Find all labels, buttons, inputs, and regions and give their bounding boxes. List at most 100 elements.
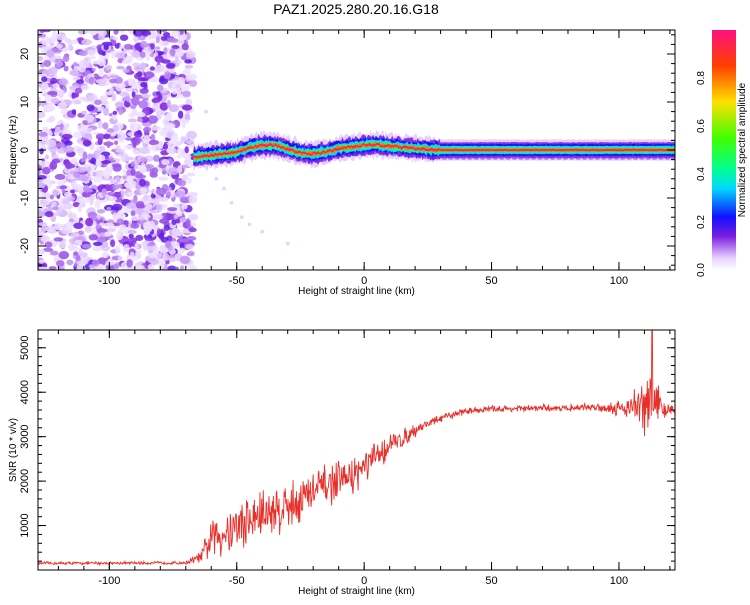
noise-speckle xyxy=(42,247,54,252)
noise-speckle xyxy=(41,76,48,82)
noise-speckle xyxy=(101,251,109,259)
noise-speckle xyxy=(130,215,140,221)
noise-speckle xyxy=(128,79,134,87)
noise-speckle xyxy=(80,84,90,91)
noise-speckle xyxy=(116,218,125,225)
noise-speckle xyxy=(38,56,44,61)
noise-speckle xyxy=(127,132,135,137)
noise-speckle xyxy=(162,252,170,261)
noise-speckle xyxy=(120,188,126,197)
noise-speckle xyxy=(132,81,139,90)
noise-speckle xyxy=(53,237,64,242)
noise-speckle xyxy=(44,103,56,112)
noise-speckle xyxy=(171,90,178,95)
noise-speckle xyxy=(38,71,44,77)
noise-speckle xyxy=(131,122,140,129)
noise-speckle xyxy=(156,110,166,116)
noise-speckle xyxy=(87,211,98,219)
noise-speckle xyxy=(171,228,181,237)
noise-speckle xyxy=(89,198,94,206)
noise-speckle xyxy=(177,211,183,218)
noise-speckle xyxy=(184,59,193,64)
noise-speckle xyxy=(161,158,170,166)
noise-speckle xyxy=(163,71,171,80)
noise-speckle xyxy=(185,53,195,59)
ridge-edge-blob xyxy=(371,150,378,155)
noise-speckle xyxy=(187,73,197,81)
ridge-edge-blob xyxy=(479,155,486,160)
noise-speckle xyxy=(115,52,126,59)
ridge-edge-blob xyxy=(587,155,594,160)
ridge-edge-blob xyxy=(364,150,371,155)
noise-speckle xyxy=(65,205,71,210)
noise-speckle xyxy=(135,264,145,270)
noise-speckle xyxy=(50,215,57,223)
noise-speckle xyxy=(109,87,114,94)
noise-speckle xyxy=(63,54,69,60)
noise-speckle xyxy=(182,68,191,76)
ridge-edge-blob xyxy=(485,155,492,160)
ridge-edge-blob xyxy=(473,155,480,160)
ridge-edge-blob xyxy=(511,155,518,160)
noise-speckle xyxy=(134,242,139,250)
noise-speckle xyxy=(130,138,140,143)
noise-speckle xyxy=(102,122,109,130)
noise-speckle xyxy=(126,55,134,61)
noise-speckle xyxy=(80,157,86,163)
noise-speckle xyxy=(163,224,170,231)
noise-speckle xyxy=(92,241,103,246)
noise-speckle xyxy=(73,131,82,139)
noise-speckle xyxy=(176,77,186,84)
noise-speckle xyxy=(74,100,82,104)
noise-speckle xyxy=(44,241,53,248)
noise-speckle xyxy=(115,148,125,153)
noise-speckle xyxy=(54,173,66,180)
noise-speckle xyxy=(77,204,82,213)
noise-speckle xyxy=(177,165,183,174)
noise-speckle xyxy=(101,41,113,47)
ridge-edge-blob xyxy=(345,153,352,158)
noise-speckle xyxy=(155,187,167,196)
noise-speckle xyxy=(103,107,109,116)
noise-speckle xyxy=(116,65,125,70)
noise-speckle xyxy=(186,130,198,140)
noise-speckle xyxy=(127,180,137,187)
noise-speckle xyxy=(52,82,59,89)
noise-speckle xyxy=(38,249,46,255)
noise-speckle xyxy=(139,87,149,95)
noise-speckle xyxy=(97,120,103,129)
ridge-edge-blob xyxy=(466,155,473,160)
noise-speckle xyxy=(83,30,91,34)
noise-speckle xyxy=(127,230,137,234)
ridge-edge-blob xyxy=(422,154,429,159)
noise-speckle xyxy=(108,196,118,202)
noise-speckle xyxy=(174,190,186,198)
noise-speckle xyxy=(56,181,66,186)
noise-speckle xyxy=(177,51,184,57)
noise-speckle xyxy=(143,214,151,219)
noise-speckle xyxy=(105,259,115,266)
noise-speckle xyxy=(91,67,96,72)
snr-xtick-label: 50 xyxy=(485,575,497,587)
noise-speckle xyxy=(116,83,127,89)
noise-speckle xyxy=(145,245,154,251)
snr-xtick-label: 100 xyxy=(610,575,628,587)
noise-speckle xyxy=(64,140,73,146)
ridge-edge-blob xyxy=(409,154,416,158)
noise-speckle xyxy=(60,100,66,107)
noise-speckle xyxy=(91,259,100,267)
noise-speckle xyxy=(155,252,163,259)
noise-speckle xyxy=(155,35,160,44)
ridge-edge-blob xyxy=(263,150,270,155)
noise-speckle xyxy=(84,133,93,142)
noise-speckle xyxy=(126,175,134,182)
noise-speckle xyxy=(72,201,80,208)
noise-speckle xyxy=(168,167,179,175)
noise-speckle xyxy=(176,147,182,156)
noise-speckle xyxy=(61,133,73,140)
noise-speckle xyxy=(96,209,106,214)
noise-speckle xyxy=(78,174,90,182)
noise-speckle xyxy=(180,136,185,144)
noise-speckle xyxy=(90,30,97,36)
ridge-edge-blob xyxy=(377,150,384,155)
